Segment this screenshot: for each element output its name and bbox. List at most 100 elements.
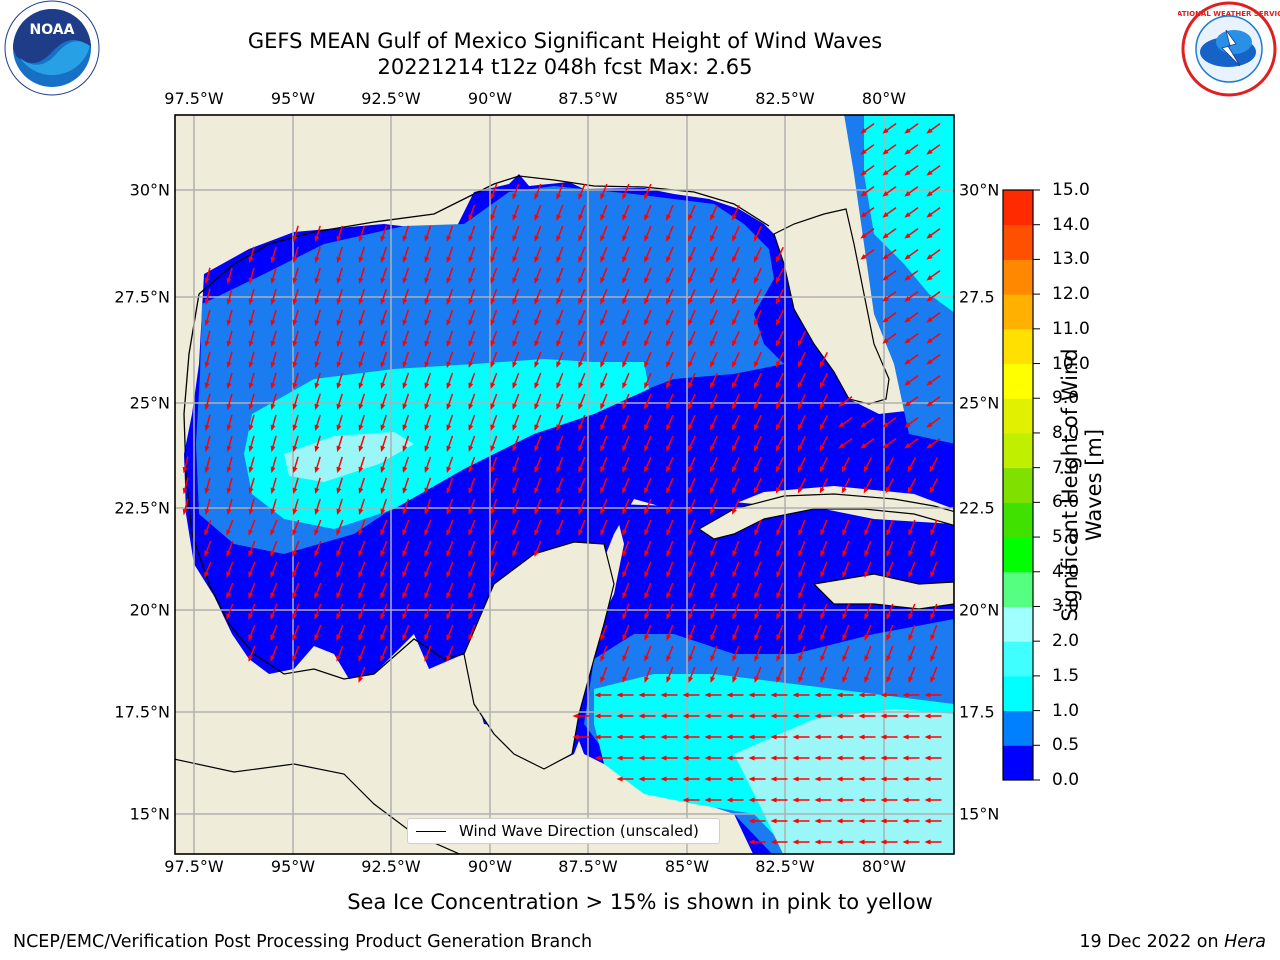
- wave-direction-arrowhead: [638, 734, 645, 740]
- wave-direction-arrowhead: [424, 634, 430, 641]
- wave-direction-arrowhead: [490, 466, 496, 473]
- wave-direction-arrowhead: [882, 128, 889, 134]
- wave-direction-arrowhead: [424, 508, 430, 515]
- wave-direction-arrowhead: [682, 692, 689, 698]
- florida-land: [773, 208, 890, 405]
- wave-direction-arrowhead: [292, 508, 298, 516]
- wave-direction-arrowhead: [380, 508, 386, 516]
- wave-direction-arrowhead: [556, 277, 562, 284]
- colorbar-tick-label: 12.0: [1052, 284, 1090, 305]
- wave-direction-arrowhead: [644, 298, 649, 305]
- wave-direction-arrowhead: [578, 445, 584, 452]
- wave-direction-arrowhead: [820, 655, 826, 662]
- wave-direction-arrowhead: [775, 319, 781, 326]
- wave-direction-arrowhead: [886, 655, 892, 662]
- wave-direction-arrowhead: [726, 734, 733, 740]
- wave-direction-arrowhead: [578, 382, 584, 389]
- wave-direction-arrowhead: [688, 529, 694, 536]
- wave-direction-arrowhead: [556, 508, 562, 515]
- wave-direction-arrowhead: [292, 529, 298, 536]
- wave-direction-arrowhead: [792, 839, 799, 845]
- wave-direction-arrowhead: [902, 797, 909, 803]
- wave-direction-arrowhead: [380, 634, 386, 641]
- wave-direction-arrowhead: [358, 340, 364, 348]
- wave-direction-arrowhead: [226, 361, 232, 369]
- wave-direction-arrowhead: [226, 319, 232, 327]
- wave-direction-arrowhead: [644, 445, 649, 452]
- wave-direction-arrowhead: [682, 776, 689, 782]
- wave-direction-arrowhead: [660, 692, 667, 698]
- wave-direction-arrowhead: [424, 298, 430, 305]
- wave-direction-arrowhead: [926, 149, 933, 155]
- wave-direction-arrowhead: [732, 487, 737, 494]
- colorbar-segment: [1003, 432, 1033, 469]
- wave-direction-arrowhead: [512, 508, 518, 515]
- wave-direction-arrowhead: [622, 592, 628, 599]
- wave-direction-arrowhead: [886, 550, 892, 557]
- wave-direction-arrowhead: [748, 797, 755, 803]
- wave-direction-arrowhead: [666, 676, 672, 683]
- lon-tick-bot: 97.5°W: [164, 857, 224, 876]
- wave-direction-arrowhead: [710, 445, 715, 452]
- colorbar-tick-label: 6.0: [1052, 492, 1080, 513]
- wave-direction-arrowhead: [732, 571, 738, 578]
- wave-direction-arrowhead: [860, 254, 867, 260]
- wave-direction-arrowhead: [880, 692, 887, 698]
- wave-direction-arrowhead: [446, 382, 452, 389]
- wave-direction-arrowhead: [594, 713, 601, 719]
- wave-direction-arrowhead: [204, 361, 210, 369]
- lon-tick-bot: 92.5°W: [361, 857, 421, 876]
- wave-direction-arrowhead: [882, 254, 889, 260]
- wave-direction-arrowhead: [882, 170, 889, 176]
- wave-direction-arrowhead: [882, 296, 889, 302]
- wave-direction-arrowhead: [792, 713, 799, 719]
- wave-direction-arrowhead: [600, 424, 605, 431]
- wave-direction-arrowhead: [578, 277, 584, 284]
- wave-direction-arrowhead: [842, 550, 848, 557]
- wave-direction-arrowhead: [402, 403, 408, 411]
- wave-direction-arrowhead: [660, 734, 667, 740]
- wave-direction-arrowhead: [358, 571, 364, 578]
- lon-tick-bot: 95°W: [270, 857, 316, 876]
- wave-direction-arrowhead: [622, 319, 627, 326]
- wave-direction-arrowhead: [270, 298, 276, 306]
- wave-direction-arrowhead: [270, 487, 276, 495]
- wave-direction-arrowhead: [638, 713, 645, 719]
- wave-direction-arrowhead: [248, 466, 254, 474]
- wave-direction-arrowhead: [682, 755, 689, 761]
- colorbar-tick-label: 1.0: [1052, 700, 1080, 721]
- wave-direction-arrowhead: [248, 550, 254, 557]
- lon-tick-bot: 90°W: [467, 857, 513, 876]
- wave-direction-arrowhead: [666, 466, 671, 473]
- wave-direction-arrowhead: [753, 235, 759, 242]
- wave-direction-arrowhead: [926, 275, 933, 281]
- wave-direction-arrowhead: [248, 487, 254, 495]
- wave-direction-arrowhead: [770, 755, 777, 761]
- wave-direction-arrowhead: [248, 382, 254, 390]
- wave-direction-arrowhead: [402, 277, 408, 285]
- wave-direction-arrowhead: [622, 655, 628, 662]
- wave-direction-arrowhead: [666, 340, 671, 347]
- wave-direction-arrowhead: [402, 508, 408, 516]
- wave-direction-arrowhead: [644, 424, 649, 431]
- wave-direction-arrowhead: [226, 550, 232, 557]
- wave-direction-arrowhead: [600, 403, 605, 410]
- wave-direction-arrowhead: [336, 319, 342, 327]
- wave-direction-arrowhead: [666, 235, 671, 242]
- wave-direction-arrowhead: [797, 424, 803, 431]
- wave-direction-arrowhead: [904, 296, 911, 302]
- lat-tick-right: 30°N: [959, 180, 1000, 200]
- wave-direction-arrowhead: [732, 655, 738, 662]
- wave-direction-arrowhead: [424, 592, 430, 599]
- wave-direction-arrowhead: [226, 277, 232, 285]
- lat-tick-left: 17.5°N: [114, 702, 170, 722]
- wave-direction-arrowhead: [842, 634, 848, 641]
- wave-direction-arrowhead: [748, 839, 755, 845]
- wave-direction-arrowhead: [924, 734, 931, 740]
- wave-direction-arrowhead: [710, 634, 716, 641]
- wave-direction-arrowhead: [490, 403, 496, 410]
- wave-direction-arrowhead: [882, 233, 889, 239]
- wave-direction-arrowhead: [776, 613, 782, 620]
- wave-direction-arrowhead: [775, 445, 781, 452]
- lon-tick-bot: 80°W: [861, 857, 907, 876]
